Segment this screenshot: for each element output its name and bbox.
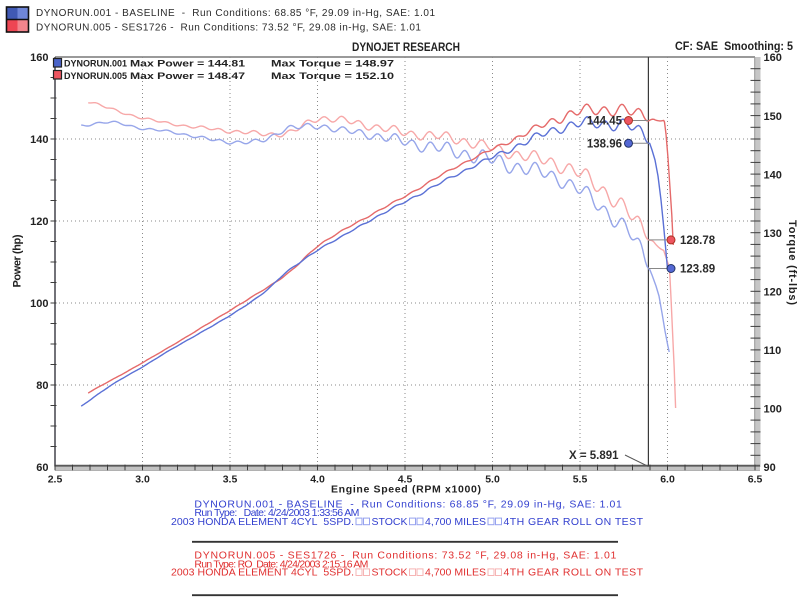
svg-text:X = 5.891: X = 5.891 [569,450,619,462]
svg-text:STOCK: STOCK [372,567,408,579]
svg-text:4.5: 4.5 [398,474,413,486]
svg-text:5.5: 5.5 [573,474,588,486]
svg-text:160: 160 [30,52,48,64]
svg-text:60: 60 [36,462,48,474]
svg-text:3.5: 3.5 [223,474,238,486]
svg-text:DYNORUN.001: DYNORUN.001 [64,59,128,70]
svg-text:2003 HONDA ELEMENT 4CYL 5SPD.: 2003 HONDA ELEMENT 4CYL 5SPD. [171,567,354,579]
svg-text:Max Power = 148.47: Max Power = 148.47 [130,71,245,82]
svg-text:DYNORUN.005 - SES1726 - Run C: DYNORUN.005 - SES1726 - Run Conditions: … [36,23,421,34]
svg-text:4TH GEAR ROLL ON TEST: 4TH GEAR ROLL ON TEST [504,567,644,579]
svg-text:100: 100 [30,298,48,310]
svg-text:CF: SAE Smoothing: 5: CF: SAE Smoothing: 5 [675,39,793,53]
svg-text:Max Power = 144.81: Max Power = 144.81 [130,59,246,70]
svg-text:Max Torque = 152.10: Max Torque = 152.10 [271,71,394,82]
svg-text:4,700 MILES: 4,700 MILES [425,516,486,528]
svg-text:120: 120 [764,287,782,299]
svg-text:80: 80 [36,380,48,392]
svg-text:5.0: 5.0 [485,474,500,486]
svg-text:6.0: 6.0 [660,474,675,486]
svg-text:Run Type: RO Date: 4/24/2003: Run Type: RO Date: 4/24/2003 2:15:16 AM [194,558,368,570]
svg-text:2003 HONDA ELEMENT 4CYL 5SPD.: 2003 HONDA ELEMENT 4CYL 5SPD. [171,516,354,528]
svg-text:138.96: 138.96 [587,139,622,151]
svg-text:128.78: 128.78 [680,235,716,247]
svg-text:6.5: 6.5 [748,474,763,486]
svg-text:DYNORUN.005: DYNORUN.005 [64,71,128,82]
svg-text:90: 90 [764,462,776,474]
svg-text:DYNORUN.005 - SES1726 - Run C: DYNORUN.005 - SES1726 - Run Conditions: … [194,550,616,562]
svg-text:130: 130 [764,228,782,240]
svg-text:Run Type: Date: 4/24/2003 1:: Run Type: Date: 4/24/2003 1:33:56 AM [194,507,359,519]
svg-text:4TH GEAR ROLL ON TEST: 4TH GEAR ROLL ON TEST [504,516,644,528]
svg-text:DYNORUN.001 - BASELINE - Run: DYNORUN.001 - BASELINE - Run Conditions:… [36,8,435,19]
svg-text:4,700 MILES: 4,700 MILES [425,567,486,579]
svg-text:2.5: 2.5 [48,474,63,486]
svg-text:4.0: 4.0 [310,474,325,486]
svg-text:DYNOJET RESEARCH: DYNOJET RESEARCH [352,40,460,54]
svg-text:Torque (ft-lbs): Torque (ft-lbs) [786,220,798,305]
svg-text:DYNORUN.001 - BASELINE - Run: DYNORUN.001 - BASELINE - Run Conditions:… [194,498,622,510]
svg-text:STOCK: STOCK [372,516,408,528]
svg-text:123.89: 123.89 [680,264,715,276]
svg-text:120: 120 [30,216,48,228]
svg-text:140: 140 [764,169,782,181]
svg-text:3.0: 3.0 [135,474,150,486]
svg-text:144.45: 144.45 [587,116,623,128]
svg-text:Max Torque = 148.97: Max Torque = 148.97 [271,59,394,70]
svg-text:Power (hp): Power (hp) [12,234,24,287]
svg-text:140: 140 [30,134,48,146]
svg-text:150: 150 [764,111,782,123]
svg-text:160: 160 [764,52,782,64]
svg-text:110: 110 [764,345,782,357]
svg-text:100: 100 [764,404,782,416]
svg-text:Engine Speed (RPM x1000): Engine Speed (RPM x1000) [331,484,481,496]
